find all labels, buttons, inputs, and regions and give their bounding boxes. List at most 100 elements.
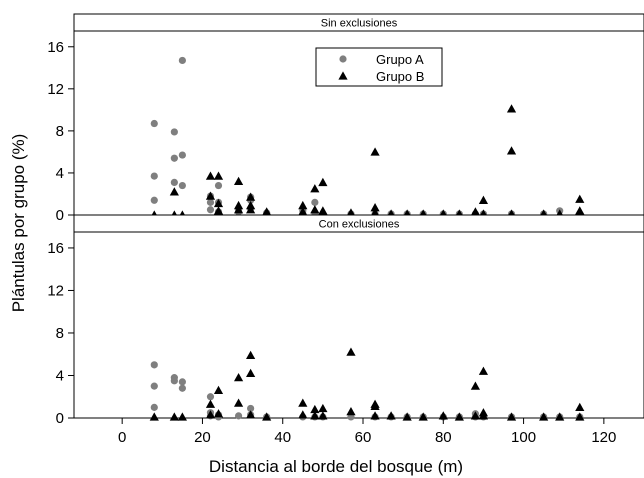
data-point (170, 154, 178, 162)
data-point (233, 373, 244, 382)
data-point (246, 205, 256, 214)
data-point (150, 403, 158, 411)
y-tick-label: 12 (47, 282, 64, 299)
data-point (575, 194, 585, 203)
data-point (478, 411, 489, 420)
data-point (233, 176, 244, 186)
data-point (262, 207, 272, 216)
legend-marker (338, 71, 348, 80)
x-tick-label: 40 (274, 429, 291, 446)
panel-2: Con exclusiones (73, 214, 644, 421)
data-point (206, 198, 215, 206)
data-point (402, 412, 412, 421)
data-point (170, 178, 178, 187)
y-tick-label: 8 (56, 123, 64, 140)
legend-box (315, 47, 443, 87)
data-point (311, 198, 319, 206)
panel-title: Con exclusiones (319, 219, 400, 231)
data-point (247, 404, 255, 413)
data-point (213, 385, 224, 395)
data-point (310, 184, 320, 193)
data-point (178, 181, 186, 190)
legend-marker (339, 55, 347, 63)
data-point (205, 399, 216, 408)
x-tick-label: 100 (511, 429, 536, 446)
x-tick-label: 80 (435, 429, 452, 446)
data-point (555, 412, 565, 421)
data-point (575, 402, 585, 412)
data-point (178, 151, 186, 159)
data-point (470, 411, 481, 420)
data-point (346, 347, 356, 356)
data-point (150, 361, 158, 369)
data-point (205, 171, 216, 180)
data-point (178, 384, 186, 392)
data-point (149, 412, 159, 421)
data-point (386, 411, 396, 420)
data-point (178, 378, 186, 386)
x-axis-title: Distancia al borde del bosque (m) (209, 457, 463, 476)
y-axis-title: Plántulas por grupo (%) (9, 134, 28, 313)
data-point (170, 377, 178, 385)
y-tick-label: 8 (56, 325, 64, 342)
data-point (318, 177, 328, 187)
data-point (169, 187, 179, 196)
data-point (262, 412, 272, 421)
legend-label: Grupo B (376, 69, 424, 84)
panel-1: Sin exclusiones (73, 13, 644, 219)
data-point (370, 401, 380, 410)
y-tick-label: 0 (56, 410, 64, 427)
data-point (178, 56, 186, 65)
panel-frame (73, 231, 644, 419)
panel-title: Sin exclusiones (321, 18, 398, 30)
data-point (213, 171, 224, 180)
data-point (233, 205, 244, 214)
data-point (233, 200, 244, 210)
data-point (246, 350, 256, 359)
data-point (478, 195, 489, 204)
data-point (150, 119, 158, 128)
data-point (310, 205, 320, 214)
data-point (318, 206, 328, 215)
data-point (575, 412, 585, 421)
data-point (454, 412, 464, 421)
data-point (246, 192, 256, 201)
data-point (170, 128, 178, 136)
x-tick-label: 120 (591, 429, 616, 446)
data-point (169, 412, 179, 421)
data-point (205, 191, 216, 200)
data-point (310, 411, 320, 420)
series-grupo-a (150, 361, 584, 421)
x-tick-label: 20 (194, 429, 211, 446)
data-point (506, 412, 517, 421)
y-tick-label: 12 (47, 81, 64, 98)
y-tick-label: 16 (47, 39, 64, 56)
data-point (213, 198, 224, 208)
data-point (370, 147, 380, 156)
data-point (506, 104, 517, 113)
x-tick-label: 60 (355, 429, 372, 446)
chart-legend: Grupo A Grupo B (315, 47, 443, 87)
data-point (206, 393, 215, 401)
data-point (478, 366, 489, 375)
data-point (310, 404, 320, 414)
data-point (318, 411, 328, 420)
data-point (233, 398, 244, 407)
y-tick-label: 16 (47, 240, 64, 257)
data-point (539, 412, 549, 421)
data-point (234, 412, 243, 420)
data-point (246, 200, 256, 210)
y-axis: 0 4 8 12 16 0 4 8 12 16 (47, 39, 74, 427)
chart-panels: Sin exclusiones Con exclusiones (73, 13, 644, 421)
data-point (298, 200, 308, 210)
data-point (214, 181, 223, 190)
data-point (470, 381, 481, 390)
legend-label: Grupo A (376, 52, 424, 67)
data-point (206, 206, 215, 214)
data-point (150, 196, 158, 204)
data-point (438, 411, 448, 420)
data-point (370, 411, 380, 420)
data-point (246, 368, 256, 378)
series-grupo-b (149, 104, 585, 219)
